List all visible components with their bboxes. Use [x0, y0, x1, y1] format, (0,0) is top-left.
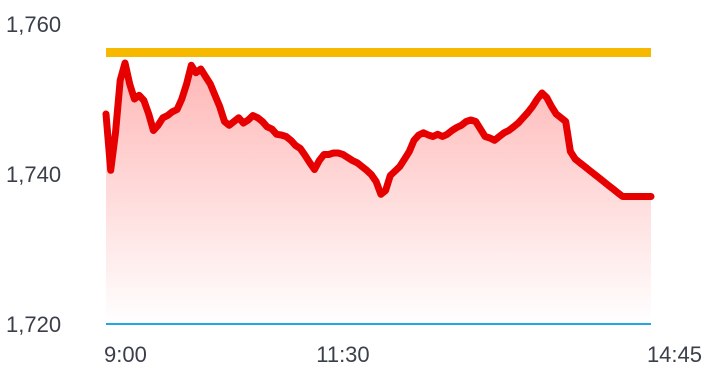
series-line — [102, 59, 655, 200]
x-tick-label: 14:45 — [647, 342, 702, 367]
y-tick-label: 1,760 — [6, 12, 61, 37]
y-tick-label: 1,740 — [6, 162, 61, 187]
y-tick-label: 1,720 — [6, 312, 61, 337]
x-tick-label: 11:30 — [316, 342, 369, 367]
x-tick-label: 9:00 — [104, 342, 147, 367]
reference-lines — [106, 48, 651, 325]
y-axis-ticks: 1,760 1,740 1,720 — [6, 12, 61, 337]
x-axis-ticks: 9:00 11:30 14:45 — [104, 342, 702, 367]
series-layer — [102, 59, 655, 200]
